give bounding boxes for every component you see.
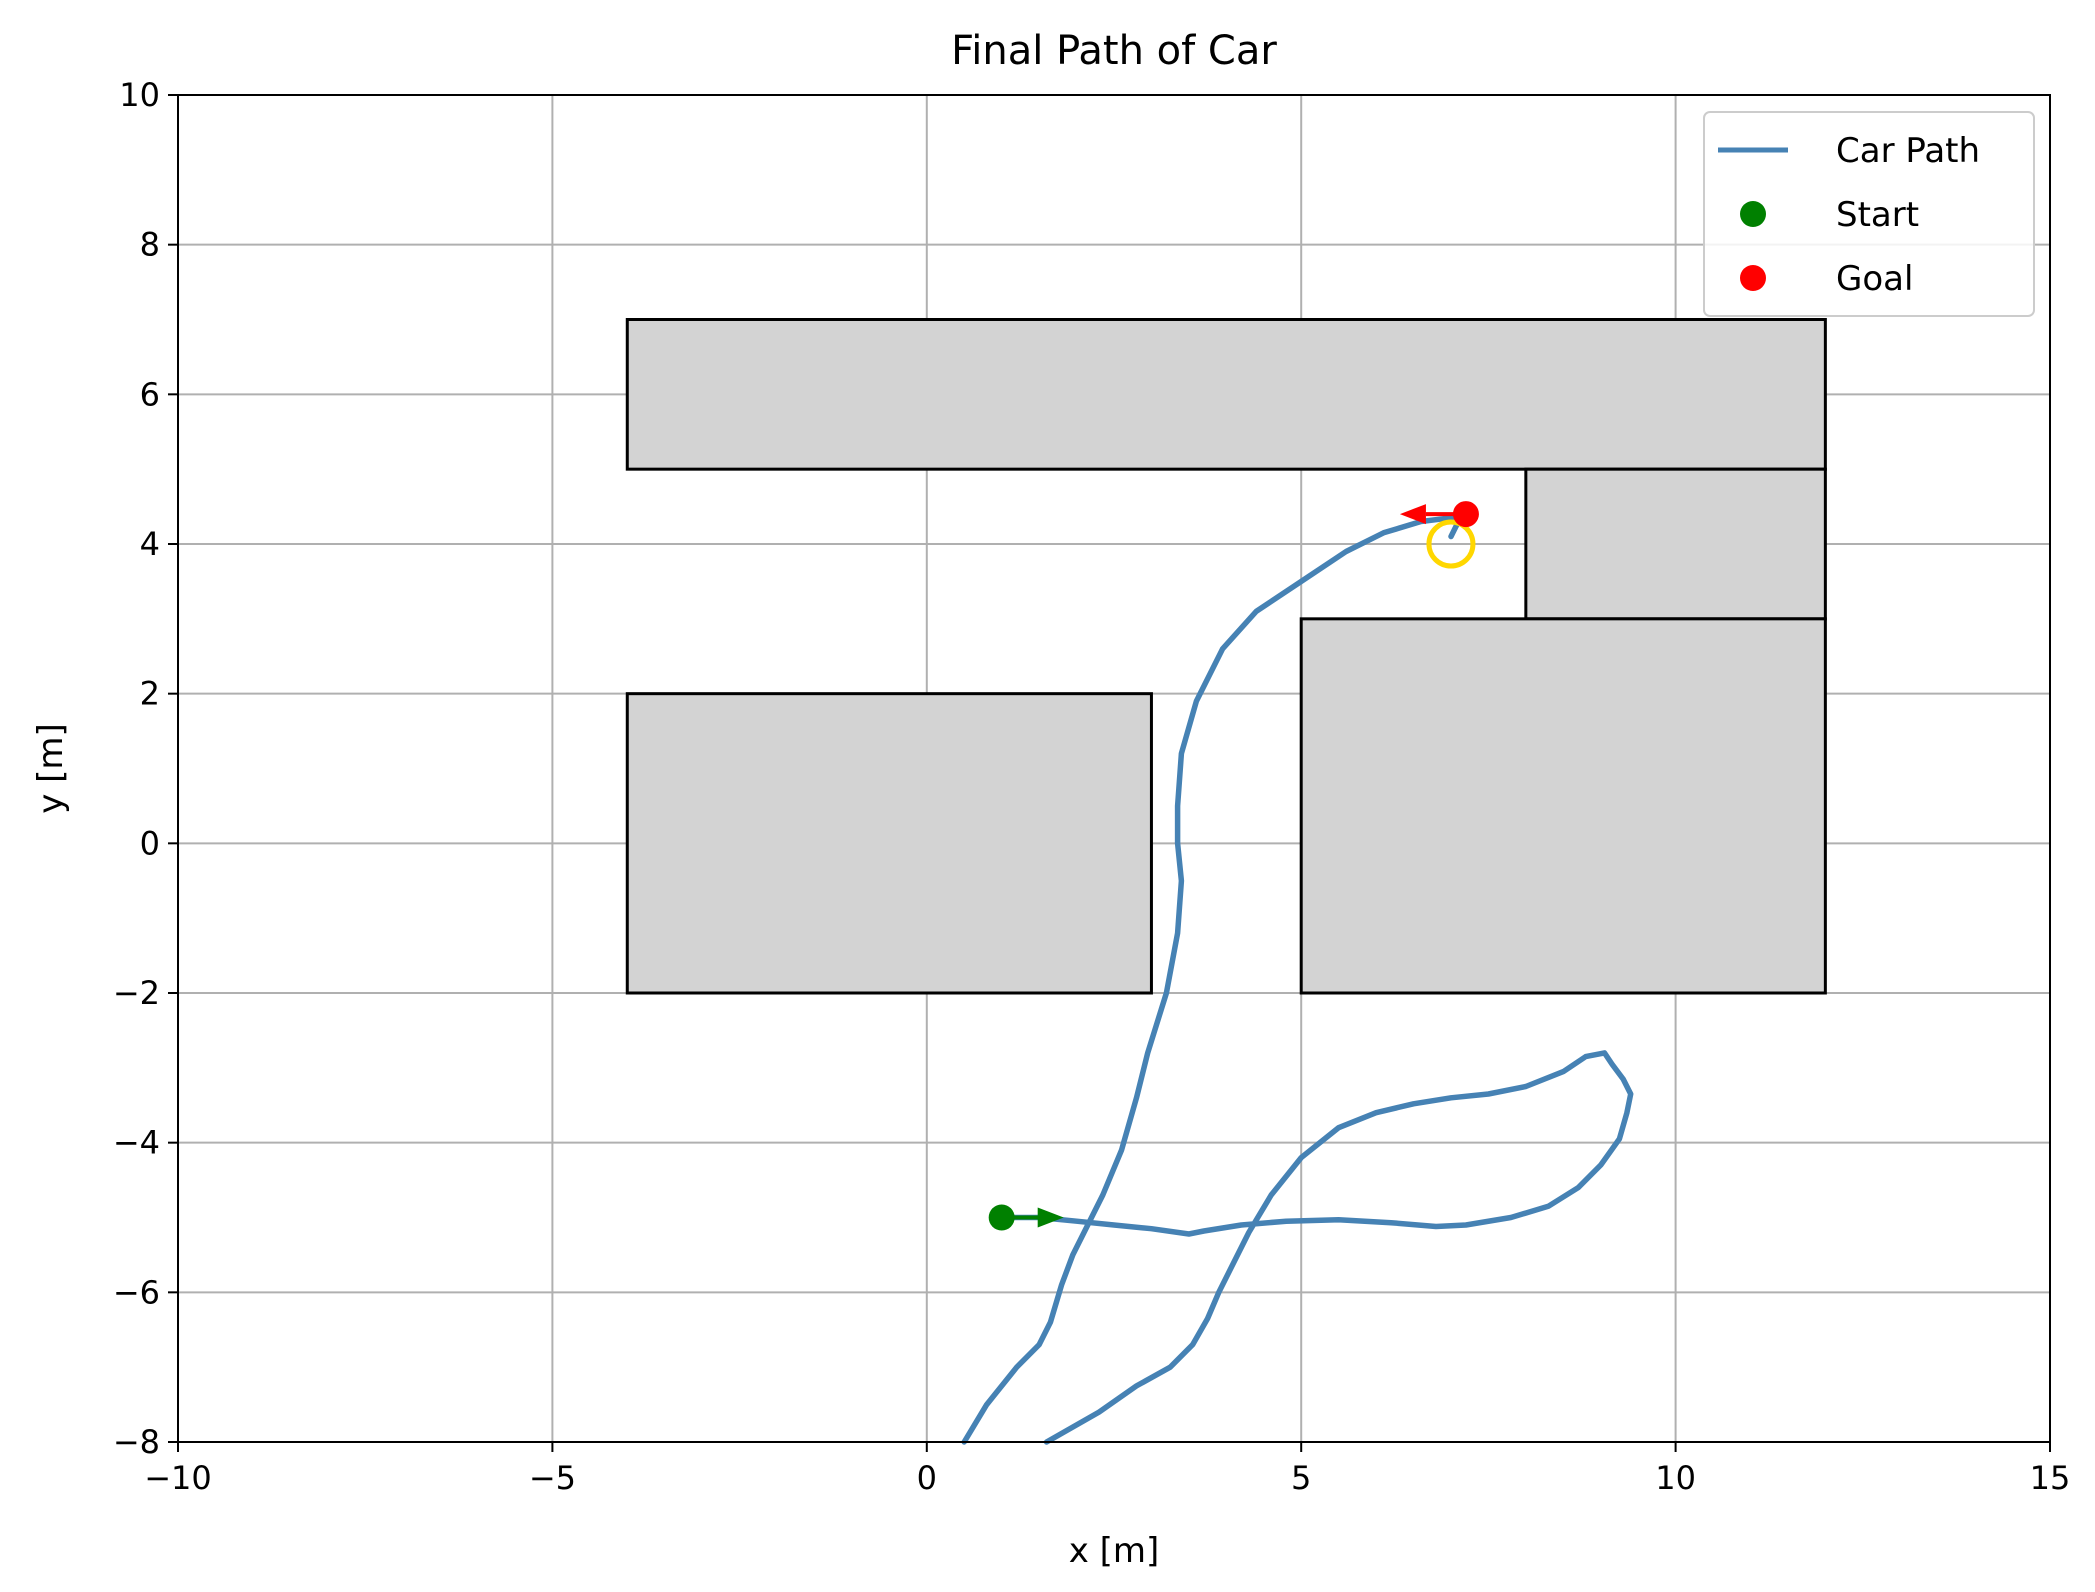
obstacle bbox=[625, 692, 1153, 995]
obstacles bbox=[625, 318, 1827, 995]
goal-heading-arrow bbox=[1399, 504, 1426, 525]
ticks: −10 −5 0 5 10 15 −8 −6 −4 −2 0 2 4 6 8 10 bbox=[113, 76, 2071, 1497]
y-tick-label: 4 bbox=[140, 525, 160, 563]
y-tick-label: −4 bbox=[113, 1124, 160, 1162]
x-axis-label: x [m] bbox=[1069, 1531, 1160, 1571]
y-tick-label: −2 bbox=[113, 974, 160, 1012]
legend-label-car-path: Car Path bbox=[1836, 131, 1980, 171]
start-marker bbox=[988, 1204, 1015, 1231]
y-tick-label: 6 bbox=[140, 375, 160, 413]
y-tick-label: 10 bbox=[119, 76, 160, 114]
chart-title: Final Path of Car bbox=[951, 28, 1277, 74]
legend-label-start: Start bbox=[1836, 195, 1919, 235]
obstacle bbox=[1524, 467, 1827, 621]
goal-marker bbox=[1452, 501, 1479, 528]
y-tick-label: −6 bbox=[113, 1273, 160, 1311]
markers bbox=[988, 501, 1479, 1231]
x-tick-label: 10 bbox=[1655, 1459, 1696, 1497]
legend-box bbox=[1703, 111, 2035, 317]
x-tick-label: 5 bbox=[1291, 1459, 1311, 1497]
obstacle bbox=[625, 318, 1827, 471]
goal-region-circle bbox=[1426, 519, 1476, 569]
car-path-series bbox=[998, 1050, 1634, 1445]
legend-start-swatch bbox=[1740, 201, 1766, 227]
x-tick-label: 0 bbox=[917, 1459, 937, 1497]
plot-frame bbox=[177, 94, 2051, 1443]
y-tick-label: 2 bbox=[140, 675, 160, 713]
legend-label-goal: Goal bbox=[1836, 259, 1913, 299]
y-axis-label: y [m] bbox=[31, 723, 71, 814]
y-tick-label: 0 bbox=[140, 824, 160, 862]
x-tick-label: −5 bbox=[529, 1459, 576, 1497]
y-tick-label: −8 bbox=[113, 1423, 160, 1461]
legend-goal-swatch bbox=[1740, 265, 1766, 291]
car-path-series bbox=[961, 511, 1477, 1445]
car-path bbox=[961, 511, 1634, 1445]
start-heading-arrow bbox=[1037, 1207, 1064, 1228]
legend: Car Path Start Goal bbox=[1703, 111, 2035, 317]
obstacle bbox=[1299, 617, 1827, 995]
y-tick-label: 8 bbox=[140, 226, 160, 264]
x-tick-label: −10 bbox=[144, 1459, 212, 1497]
x-tick-label: 15 bbox=[2030, 1459, 2071, 1497]
